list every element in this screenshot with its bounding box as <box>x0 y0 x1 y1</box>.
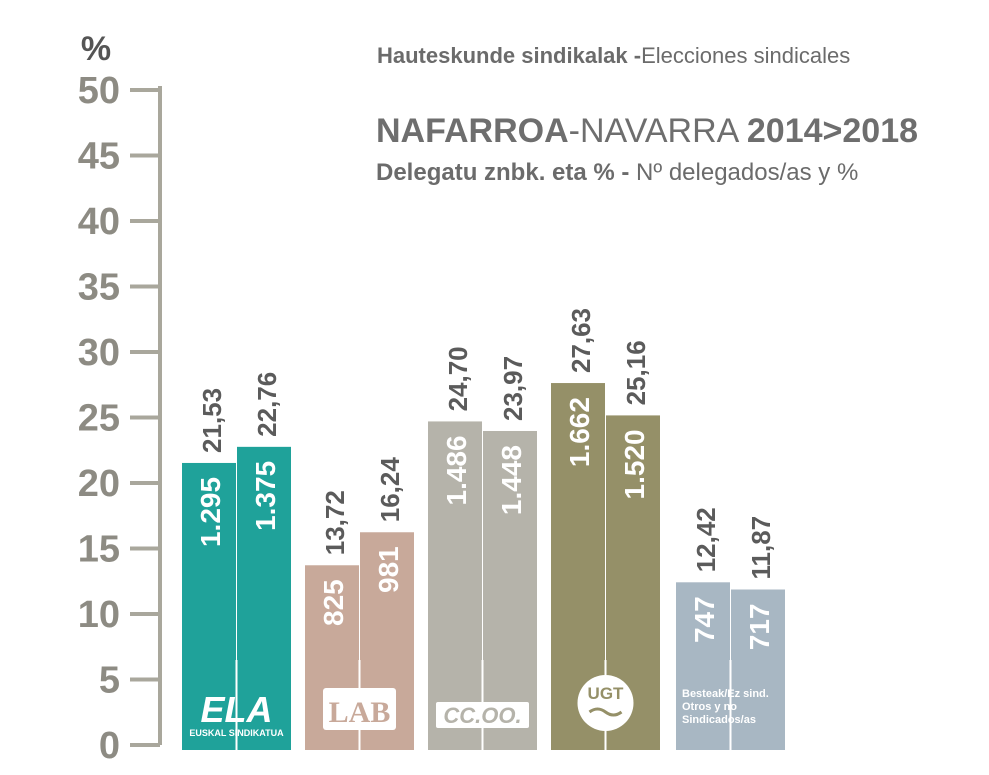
data-label-delegates: 747 <box>689 596 720 643</box>
bar <box>237 446 291 750</box>
bar <box>428 421 482 750</box>
handshake-icon <box>588 707 623 717</box>
subtitle-basque: Delegatu znbk. eta % - <box>376 159 630 186</box>
data-label-percent: 12,42 <box>691 507 721 572</box>
data-label-percent: 21,53 <box>197 388 227 453</box>
others-category-label: Sindicados/as <box>682 714 756 726</box>
y-tick-label: 40 <box>78 201 120 243</box>
data-label-percent: 11,87 <box>746 516 776 580</box>
data-label-delegates: 981 <box>373 546 404 593</box>
y-tick-label: 20 <box>78 463 120 505</box>
bar <box>182 462 236 750</box>
title-region-spanish: -NAVARRA <box>568 112 747 150</box>
data-label-delegates: 1.486 <box>441 435 472 505</box>
y-tick-label: 25 <box>78 398 120 440</box>
data-label-delegates: 1.520 <box>619 429 650 499</box>
bar-group-ccoo: 24,70 1.486 23,97 1.448 <box>428 346 537 750</box>
data-label-delegates: 1.448 <box>496 445 527 515</box>
bar-group-others: 12,42 747 11,87 717 <box>676 507 785 750</box>
title-years: 2014>2018 <box>746 112 919 150</box>
data-label-delegates: 1.662 <box>564 397 595 467</box>
bar-groups: 21,53 1.295 22,76 1.375 13,72 825 16,24 981 24,7… <box>182 308 785 750</box>
y-axis-unit: % <box>81 30 111 68</box>
ela-logo: ELA <box>201 689 273 730</box>
data-label-percent: 13,72 <box>320 490 350 555</box>
chart-supertitle: Hauteskunde sindikalak -Elecciones sindi… <box>377 43 850 69</box>
y-tick-label: 10 <box>78 594 120 636</box>
chart-title: NAFARROA-NAVARRA 2014>2018 <box>376 112 918 151</box>
data-label-percent: 23,97 <box>498 356 528 421</box>
y-tick-label: 5 <box>99 660 120 702</box>
data-label-delegates: 1.375 <box>250 461 281 531</box>
supertitle-spanish: Elecciones sindicales <box>641 43 851 68</box>
y-axis: 0 5 10 15 20 25 30 35 40 45 50% <box>78 30 162 767</box>
bar <box>676 582 730 750</box>
bar-group-ugt: 27,63 1.662 25,16 1.520 <box>551 308 660 750</box>
others-category-label: Besteak/Ez sind. <box>682 688 769 700</box>
data-label-percent: 22,76 <box>252 372 282 437</box>
y-tick-label: 50 <box>78 70 120 112</box>
data-label-percent: 24,70 <box>443 346 473 411</box>
y-tick-label: 15 <box>78 529 120 571</box>
y-tick-label: 35 <box>78 267 120 309</box>
data-label-delegates: 1.295 <box>195 477 226 547</box>
bar <box>483 430 537 750</box>
data-label-delegates: 717 <box>744 604 775 651</box>
data-label-percent: 25,16 <box>621 340 651 405</box>
y-tick-label: 0 <box>99 725 120 767</box>
subtitle-spanish: Nº delegados/as y % <box>629 159 859 186</box>
chart-subtitle: Delegatu znbk. eta % - Nº delegados/as y… <box>376 159 858 187</box>
others-category-label: Otros y no <box>682 701 737 713</box>
ugt-logo: UGT <box>588 684 625 703</box>
bar <box>731 589 785 750</box>
y-tick-label: 45 <box>78 136 120 178</box>
ccoo-logo: CC.OO. <box>443 703 521 728</box>
ugt-logo-circle <box>577 675 634 731</box>
title-region-basque: NAFARROA <box>376 112 569 150</box>
lab-logo-badge <box>323 688 396 730</box>
data-label-percent: 27,63 <box>566 308 596 373</box>
y-tick-label: 30 <box>78 332 120 374</box>
lab-logo: LAB <box>329 696 391 729</box>
ccoo-logo-badge <box>436 702 529 728</box>
supertitle-basque: Hauteskunde sindikalak - <box>377 43 642 68</box>
ela-logo-subtitle: EUSKAL SINDIKATUA <box>189 728 284 738</box>
bar-group-ela: 21,53 1.295 22,76 1.375 <box>182 372 291 750</box>
data-label-delegates: 825 <box>318 579 349 626</box>
data-label-percent: 16,24 <box>375 457 405 523</box>
